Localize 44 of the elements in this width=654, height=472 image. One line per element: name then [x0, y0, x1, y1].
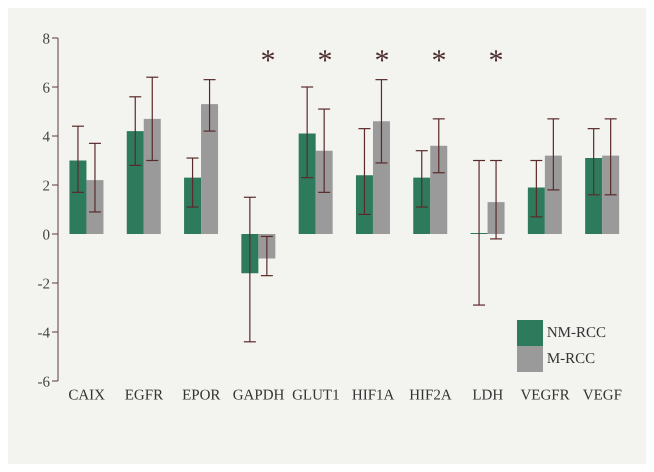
annotation: *	[374, 44, 390, 77]
legend-label: NM-RCC	[546, 324, 606, 341]
bar	[241, 234, 258, 274]
annotation: *	[432, 44, 446, 77]
bar	[258, 234, 276, 258]
x-tick-label: EPOR	[182, 388, 220, 404]
x-tick-label: LDH	[472, 388, 504, 404]
x-tick-label: GLUT1	[292, 388, 340, 404]
x-tick-label: HIF1A	[352, 388, 395, 404]
bar	[144, 118, 161, 234]
y-tick-label: -4	[38, 325, 50, 342]
y-tick-label: 0	[42, 227, 50, 244]
bar	[184, 178, 202, 234]
bar	[602, 156, 620, 234]
x-tick-label: CAIX	[68, 388, 106, 404]
annotation: *	[318, 44, 332, 77]
legend-label: M-RCC	[546, 350, 596, 367]
y-tick-label: -2	[38, 276, 50, 292]
bar	[298, 134, 316, 234]
y-tick-label: -6	[38, 374, 50, 390]
bar	[69, 160, 86, 234]
x-tick-label: VEGF	[582, 388, 622, 404]
x-tick-label: VEGFR	[520, 388, 570, 404]
bar	[356, 175, 373, 234]
bar	[585, 158, 602, 234]
bar	[488, 202, 505, 234]
bar	[372, 121, 390, 234]
y-tick-label: 8	[42, 31, 50, 48]
y-tick-label: 2	[42, 178, 50, 194]
bar	[126, 131, 144, 234]
bar	[316, 150, 333, 234]
bar	[413, 178, 430, 234]
x-tick-label: GAPDH	[232, 388, 285, 404]
y-tick-label: 4	[42, 129, 50, 146]
bar	[430, 146, 448, 234]
bar	[544, 156, 562, 234]
bar	[86, 180, 104, 234]
bar	[528, 187, 545, 234]
annotation: *	[488, 44, 504, 77]
bar	[201, 104, 218, 234]
annotation: *	[260, 44, 276, 77]
x-tick-label: EGFR	[124, 388, 164, 404]
y-tick-label: 6	[42, 80, 50, 96]
x-tick-label: HIF2A	[409, 388, 452, 404]
